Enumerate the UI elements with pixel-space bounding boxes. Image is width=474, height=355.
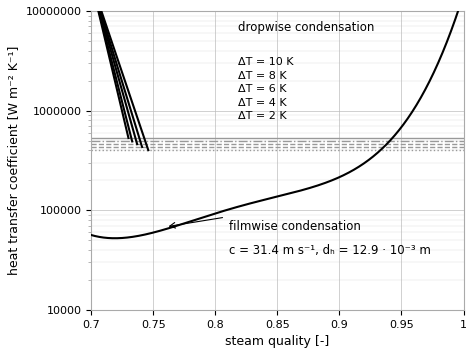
Text: ΔT = 6 K: ΔT = 6 K [238, 84, 287, 94]
Text: ΔT = 10 K: ΔT = 10 K [238, 57, 294, 67]
Text: ΔT = 8 K: ΔT = 8 K [238, 71, 287, 81]
X-axis label: steam quality [-]: steam quality [-] [225, 335, 329, 348]
Text: c = 31.4 m s⁻¹, dₕ = 12.9 · 10⁻³ m: c = 31.4 m s⁻¹, dₕ = 12.9 · 10⁻³ m [229, 244, 431, 257]
Text: ΔT = 2 K: ΔT = 2 K [238, 111, 287, 121]
Y-axis label: heat transfer coefficient [W m⁻² K⁻¹]: heat transfer coefficient [W m⁻² K⁻¹] [7, 46, 20, 275]
Text: ΔT = 4 K: ΔT = 4 K [238, 98, 287, 108]
Text: filmwise condensation: filmwise condensation [229, 220, 361, 233]
Text: dropwise condensation: dropwise condensation [238, 21, 374, 34]
